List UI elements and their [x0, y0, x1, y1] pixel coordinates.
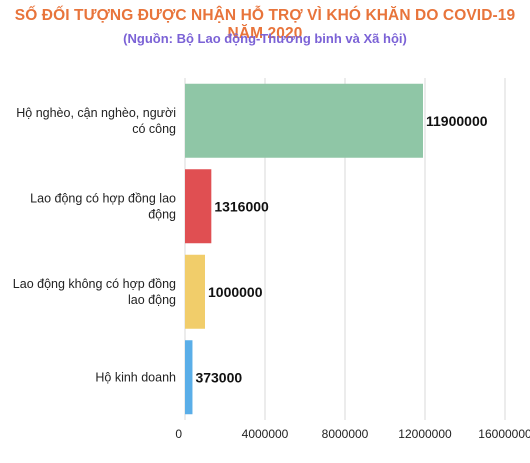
category-label-2-0: Lao động không có hợp đồng	[13, 277, 176, 291]
chart-subtitle: (Nguồn: Bộ Lao động-Thương binh và Xã hộ…	[123, 31, 407, 46]
category-label-3-0: Hộ kinh doanh	[95, 370, 176, 384]
bar-1	[185, 169, 212, 244]
category-label-0-1: có công	[132, 122, 176, 136]
category-label-1-0: Lao động có hợp đồng lao	[30, 191, 176, 205]
data-label-2: 1000000	[208, 284, 263, 300]
category-label-0-0: Hộ nghèo, cận nghèo, người	[16, 106, 176, 120]
x-tick-label-3: 12000000	[398, 427, 452, 441]
chart-title: SỐ ĐỐI TƯỢNG ĐƯỢC NHẬN HỖ TRỢ VÌ KHÓ KHĂ…	[14, 7, 516, 42]
category-label-2-1: lao động	[128, 293, 176, 307]
category-label-1-1: động	[148, 207, 176, 221]
bar-2	[185, 254, 205, 329]
bar-0	[185, 83, 423, 158]
bar-3	[185, 340, 193, 415]
data-label-3: 373000	[195, 369, 242, 385]
x-tick-label-4: 16000000	[478, 427, 530, 441]
data-label-0: 11900000	[426, 113, 488, 129]
x-tick-label-2: 8000000	[322, 427, 369, 441]
x-tick-label-1: 4000000	[242, 427, 289, 441]
data-label-1: 1316000	[214, 198, 269, 214]
x-tick-label-0: 0	[175, 427, 182, 441]
